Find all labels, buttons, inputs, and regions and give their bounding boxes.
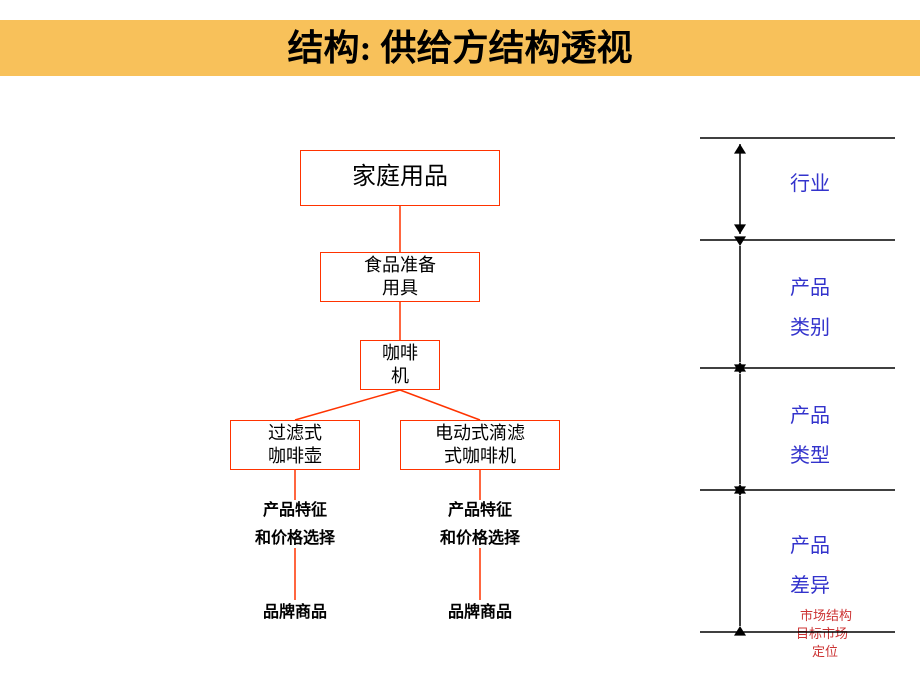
node-label: 家庭用品 [352, 162, 448, 193]
node-food-prep-tools: 食品准备 用具 [320, 252, 480, 302]
node-label: 机 [391, 365, 409, 388]
node-label: 电动式滴滤 [435, 422, 525, 445]
text-price-choice-right: 和价格选择 [400, 528, 560, 550]
node-filter-coffee-pot: 过滤式 咖啡壶 [230, 420, 360, 470]
node-coffee-machine: 咖啡 机 [360, 340, 440, 390]
level-label-product-diff-a: 产品 [790, 530, 830, 562]
footer-market-structure: 市场结构 [800, 608, 852, 625]
node-label: 咖啡壶 [268, 445, 322, 468]
level-label-industry: 行业 [790, 168, 830, 200]
level-label-product-diff-b: 差异 [790, 570, 830, 602]
text-product-features-left: 产品特征 [230, 500, 360, 522]
footer-target-market: 目标市场 [796, 626, 848, 643]
node-label: 过滤式 [268, 422, 322, 445]
node-label: 咖啡 [382, 342, 418, 365]
level-label-product-type-a: 产品 [790, 400, 830, 432]
connectors-svg [0, 0, 920, 690]
level-label-product-category-a: 产品 [790, 272, 830, 304]
page-title: 结构: 供给方结构透视 [0, 20, 920, 76]
node-label: 食品准备 [364, 254, 436, 277]
footer-positioning: 定位 [812, 644, 838, 661]
text-product-features-right: 产品特征 [400, 500, 560, 522]
node-label: 式咖啡机 [444, 445, 516, 468]
text-brand-goods-right: 品牌商品 [400, 602, 560, 624]
level-label-product-type-b: 类型 [790, 440, 830, 472]
level-label-product-category-b: 类别 [790, 312, 830, 344]
node-label: 用具 [382, 277, 418, 300]
node-electric-drip-coffee: 电动式滴滤 式咖啡机 [400, 420, 560, 470]
node-household-goods: 家庭用品 [300, 150, 500, 206]
text-brand-goods-left: 品牌商品 [230, 602, 360, 624]
text-price-choice-left: 和价格选择 [230, 528, 360, 550]
